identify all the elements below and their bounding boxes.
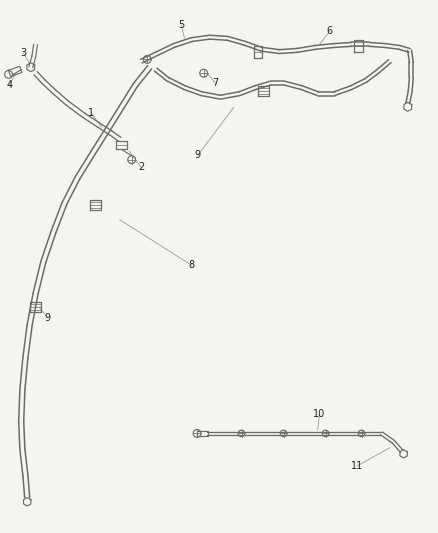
Text: 1: 1 [88,108,95,118]
Text: 3: 3 [21,49,27,59]
Text: 9: 9 [45,312,51,322]
Text: 8: 8 [189,260,195,270]
Text: 2: 2 [138,163,145,173]
Text: 9: 9 [194,150,201,160]
Text: 11: 11 [351,461,364,471]
Text: 5: 5 [178,20,184,30]
Text: 10: 10 [314,409,326,418]
Text: 7: 7 [212,78,219,88]
Text: 4: 4 [6,80,12,90]
Text: 6: 6 [327,26,333,36]
